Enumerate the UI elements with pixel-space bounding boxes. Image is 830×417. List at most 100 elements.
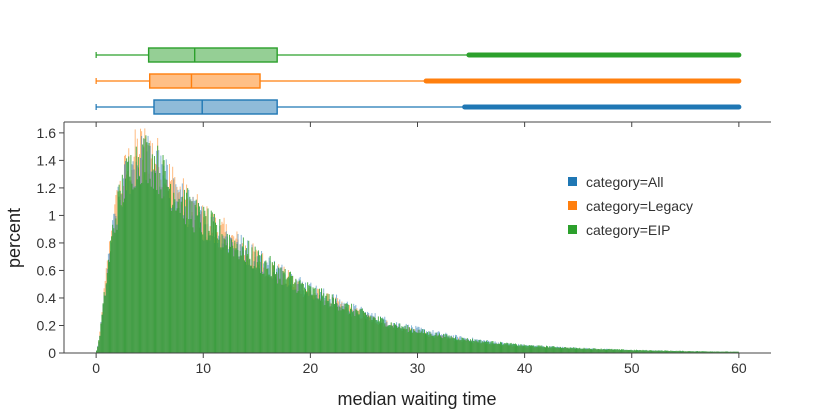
histogram-bar: [721, 351, 723, 353]
histogram-bar: [681, 351, 682, 353]
histogram-bar: [564, 347, 566, 353]
histogram-bar: [400, 328, 402, 353]
histogram-bar: [672, 350, 674, 353]
histogram-bar: [693, 351, 695, 353]
histogram-bar: [486, 340, 488, 353]
histogram-bar: [683, 350, 685, 353]
histogram-bar: [134, 187, 136, 353]
histogram-bar: [484, 342, 486, 353]
histogram-bar: [296, 292, 298, 353]
histogram-bar: [386, 326, 388, 353]
histogram-bar: [391, 325, 393, 353]
legend-swatch: [568, 177, 577, 186]
histogram-bar: [715, 351, 717, 353]
histogram-bar: [522, 346, 524, 353]
histogram-bar: [706, 351, 708, 353]
histogram-bar: [142, 144, 144, 353]
histogram-bar: [150, 186, 152, 353]
histogram-bar: [583, 347, 585, 353]
histogram-bar: [438, 333, 440, 353]
histogram-bar: [382, 318, 384, 353]
histogram-bar: [427, 332, 429, 353]
histogram-bar: [236, 243, 238, 353]
histogram-bar: [265, 260, 267, 353]
histogram-bar: [177, 201, 179, 353]
histogram-bar: [173, 192, 175, 353]
histogram-bar: [192, 227, 194, 353]
histogram-bar: [712, 351, 714, 353]
histogram-bar: [662, 350, 664, 353]
histogram-bar: [711, 351, 712, 353]
histogram-bar: [729, 351, 731, 353]
histogram-bar: [513, 343, 515, 353]
histogram-bar: [558, 347, 560, 353]
histogram-bar: [607, 349, 609, 353]
histogram-bar: [138, 176, 140, 353]
histogram-bar: [435, 332, 437, 353]
histogram-bar: [479, 339, 481, 353]
boxplot-2: [95, 47, 742, 63]
histogram-bar: [454, 336, 456, 353]
histogram-bar: [380, 316, 381, 353]
y-tick-label: 1: [48, 207, 56, 223]
histogram-bar: [310, 286, 312, 353]
histogram-bar: [316, 298, 318, 353]
histogram-bar: [611, 348, 613, 353]
histogram-bar: [663, 350, 665, 353]
histogram-bar: [478, 340, 480, 353]
histogram-bar: [628, 349, 630, 353]
histogram-bar: [208, 230, 210, 353]
series-bars-0: [96, 135, 739, 353]
histogram-bar: [609, 348, 611, 353]
histogram-bar: [588, 348, 590, 353]
histogram-bar: [331, 294, 333, 353]
histogram-bar: [113, 228, 115, 353]
histogram-bar: [520, 344, 522, 353]
legend: category=All category=Legacy category=EIP: [568, 174, 693, 238]
histogram-bar: [337, 306, 339, 353]
legend-label: category=All: [586, 174, 663, 190]
histogram-bar: [656, 350, 658, 353]
histogram-bar: [371, 319, 373, 353]
histogram-bar: [434, 334, 436, 353]
histogram-bar: [189, 196, 191, 353]
histogram-bar: [251, 247, 253, 353]
histogram-bar: [275, 274, 276, 353]
histogram-bar: [307, 282, 309, 353]
histogram-bar: [373, 316, 375, 353]
histogram-bar: [502, 344, 504, 353]
histogram-bar: [335, 298, 336, 353]
histogram-bar: [227, 252, 229, 353]
histogram-bar: [388, 325, 390, 353]
histogram-bar: [250, 266, 252, 353]
histogram-bar: [271, 262, 273, 353]
histogram-bar: [524, 345, 526, 353]
histogram-bar: [179, 212, 181, 353]
histogram-bar: [557, 347, 559, 353]
histogram-bar: [669, 351, 671, 353]
histogram-bar: [569, 347, 571, 353]
histogram-bar: [336, 303, 338, 353]
histogram-bar: [348, 313, 350, 353]
histogram-bar: [261, 254, 263, 353]
x-axis-title: median waiting time: [337, 389, 496, 409]
histogram-bar: [332, 298, 334, 353]
histogram-bar: [678, 350, 680, 353]
histogram-bar: [164, 171, 166, 353]
histogram-bar: [404, 325, 406, 353]
histogram-bar: [577, 348, 579, 353]
histogram-bar: [444, 336, 446, 353]
histogram-bar: [443, 333, 445, 353]
histogram-bar: [284, 268, 286, 353]
histogram-bar: [282, 270, 284, 353]
histogram-bar: [146, 142, 148, 353]
histogram-bar: [246, 248, 248, 353]
histogram-bar: [159, 173, 161, 353]
histogram-bar: [657, 350, 659, 353]
histogram-bar: [223, 238, 225, 353]
histogram-bar: [306, 291, 308, 353]
histogram-bar: [188, 219, 190, 353]
histogram-bar: [407, 332, 409, 353]
histogram-bar: [108, 261, 110, 353]
histogram-bar: [593, 348, 595, 353]
